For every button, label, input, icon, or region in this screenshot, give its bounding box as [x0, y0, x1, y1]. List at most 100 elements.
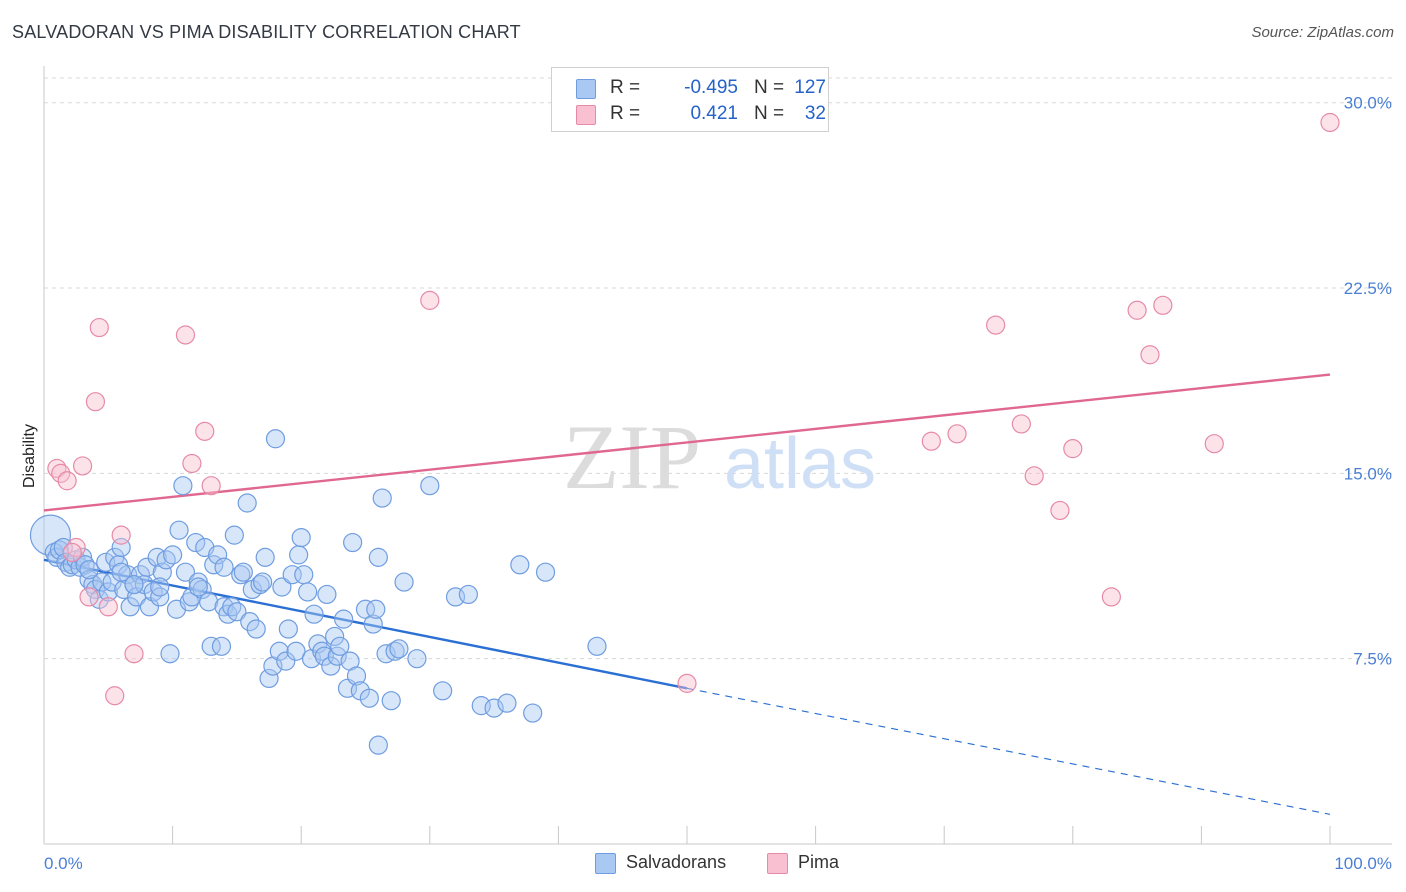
data-point-salvadorans	[246, 619, 266, 639]
data-point-salvadorans	[265, 429, 286, 449]
data-point-pima	[57, 471, 77, 491]
data-point-salvadorans	[227, 602, 247, 622]
data-point-salvadorans	[237, 493, 257, 513]
data-point-salvadorans	[120, 597, 140, 617]
data-point-salvadorans	[211, 636, 232, 656]
data-point-salvadorans	[304, 604, 324, 624]
source-label: Source: ZipAtlas.com	[1251, 24, 1394, 41]
data-point-salvadorans	[253, 572, 273, 592]
y-tick-label: 7.5%	[1353, 650, 1392, 669]
data-point-salvadorans	[250, 574, 270, 595]
data-point-salvadorans	[163, 545, 183, 565]
data-point-pima	[1153, 295, 1173, 315]
legend-n-value: 32	[804, 103, 826, 124]
data-point-salvadorans	[160, 644, 180, 664]
stats-legend: R = -0.495 N = 127 R = 0.421 N = 32	[551, 67, 829, 132]
data-point-pima	[677, 673, 697, 693]
trend-line-pima	[43, 373, 1331, 512]
data-point-salvadorans	[458, 584, 478, 605]
data-point-salvadorans	[510, 555, 530, 575]
legend-n-label: N =	[754, 103, 785, 124]
data-point-salvadorans	[330, 636, 350, 656]
data-point-pima	[986, 315, 1006, 335]
data-point-salvadorans	[294, 565, 314, 585]
data-point-pima	[201, 476, 221, 496]
data-point-salvadorans	[368, 547, 388, 567]
data-point-salvadorans	[60, 557, 80, 577]
data-point-pima	[182, 453, 202, 474]
bottom-legend-label-salvadorans: Salvadorans	[626, 852, 727, 872]
data-point-salvadorans	[278, 619, 298, 639]
tick-labels: 7.5% 15.0% 22.5% 30.0% 0.0% 100.0% Disability	[21, 94, 1392, 873]
data-point-salvadorans	[394, 572, 414, 592]
y-axis-title: Disability	[21, 424, 38, 488]
data-point-salvadorans	[269, 641, 289, 661]
data-point-pima	[51, 463, 71, 483]
data-point-pima	[175, 325, 196, 345]
data-point-pima	[1320, 112, 1340, 133]
legend-n-value: 127	[794, 77, 826, 98]
data-point-pima	[105, 686, 125, 706]
data-point-salvadorans	[484, 698, 504, 718]
data-point-salvadorans	[407, 649, 427, 669]
data-point-salvadorans	[389, 639, 409, 659]
data-point-salvadorans	[381, 691, 401, 711]
data-point-salvadorans	[343, 532, 363, 553]
data-point-pima	[1204, 434, 1224, 454]
data-point-salvadorans	[150, 587, 170, 607]
data-point-salvadorans	[321, 656, 341, 676]
data-point-salvadorans	[587, 636, 607, 656]
legend-r-label: R =	[610, 103, 641, 124]
legend-n-label: N =	[754, 77, 785, 98]
watermark-zip: ZIP	[563, 406, 701, 508]
data-point-salvadorans	[259, 668, 279, 689]
data-point-salvadorans	[276, 651, 296, 671]
bottom-legend-label-pima: Pima	[798, 852, 840, 872]
data-point-salvadorans	[179, 592, 199, 612]
data-point-pima	[1063, 439, 1083, 459]
data-point-salvadorans	[325, 626, 345, 647]
data-point-salvadorans	[124, 574, 144, 595]
data-point-pima	[79, 587, 99, 607]
data-point-pima	[72, 456, 93, 476]
bottom-legend-swatch-salvadorans	[595, 853, 616, 874]
data-point-salvadorans	[72, 547, 93, 567]
data-point-salvadorans	[317, 584, 337, 605]
data-point-pima	[1011, 414, 1031, 434]
data-point-salvadorans	[286, 641, 306, 661]
legend-swatch-salvadorans	[576, 79, 596, 99]
data-point-salvadorans	[312, 641, 332, 661]
data-points	[29, 112, 1340, 755]
data-point-salvadorans	[359, 688, 379, 708]
data-point-salvadorans	[199, 592, 219, 612]
data-point-pima	[62, 542, 82, 563]
data-point-pima	[1050, 500, 1070, 521]
data-point-salvadorans	[175, 562, 196, 582]
data-point-salvadorans	[255, 547, 275, 567]
chart-title: SALVADORAN VS PIMA DISABILITY CORRELATIO…	[12, 22, 521, 42]
x-tick-label: 100.0%	[1334, 854, 1392, 873]
data-point-pima	[1127, 300, 1147, 320]
legend-r-value: -0.495	[684, 77, 738, 98]
data-point-salvadorans	[139, 597, 160, 617]
data-point-salvadorans	[368, 735, 388, 755]
data-point-salvadorans	[282, 565, 302, 585]
data-point-salvadorans	[111, 562, 131, 582]
watermark-atlas: atlas	[724, 424, 876, 504]
bottom-legend-swatch-pima	[767, 853, 788, 874]
data-point-salvadorans	[523, 703, 543, 723]
data-point-salvadorans	[291, 527, 311, 548]
y-tick-label: 22.5%	[1344, 279, 1392, 298]
data-point-salvadorans	[355, 599, 376, 619]
data-point-salvadorans	[231, 565, 251, 585]
trend-lines	[43, 373, 1331, 815]
data-point-salvadorans	[208, 545, 228, 565]
data-point-salvadorans	[143, 582, 163, 602]
data-point-pima	[89, 317, 109, 338]
watermark: ZIP atlas	[563, 406, 876, 508]
data-point-pima	[98, 597, 118, 617]
trend-line-salvadorans	[43, 558, 688, 690]
legend-r-label: R =	[610, 77, 641, 98]
x-tick-label: 0.0%	[44, 854, 83, 873]
data-point-salvadorans	[366, 599, 386, 619]
